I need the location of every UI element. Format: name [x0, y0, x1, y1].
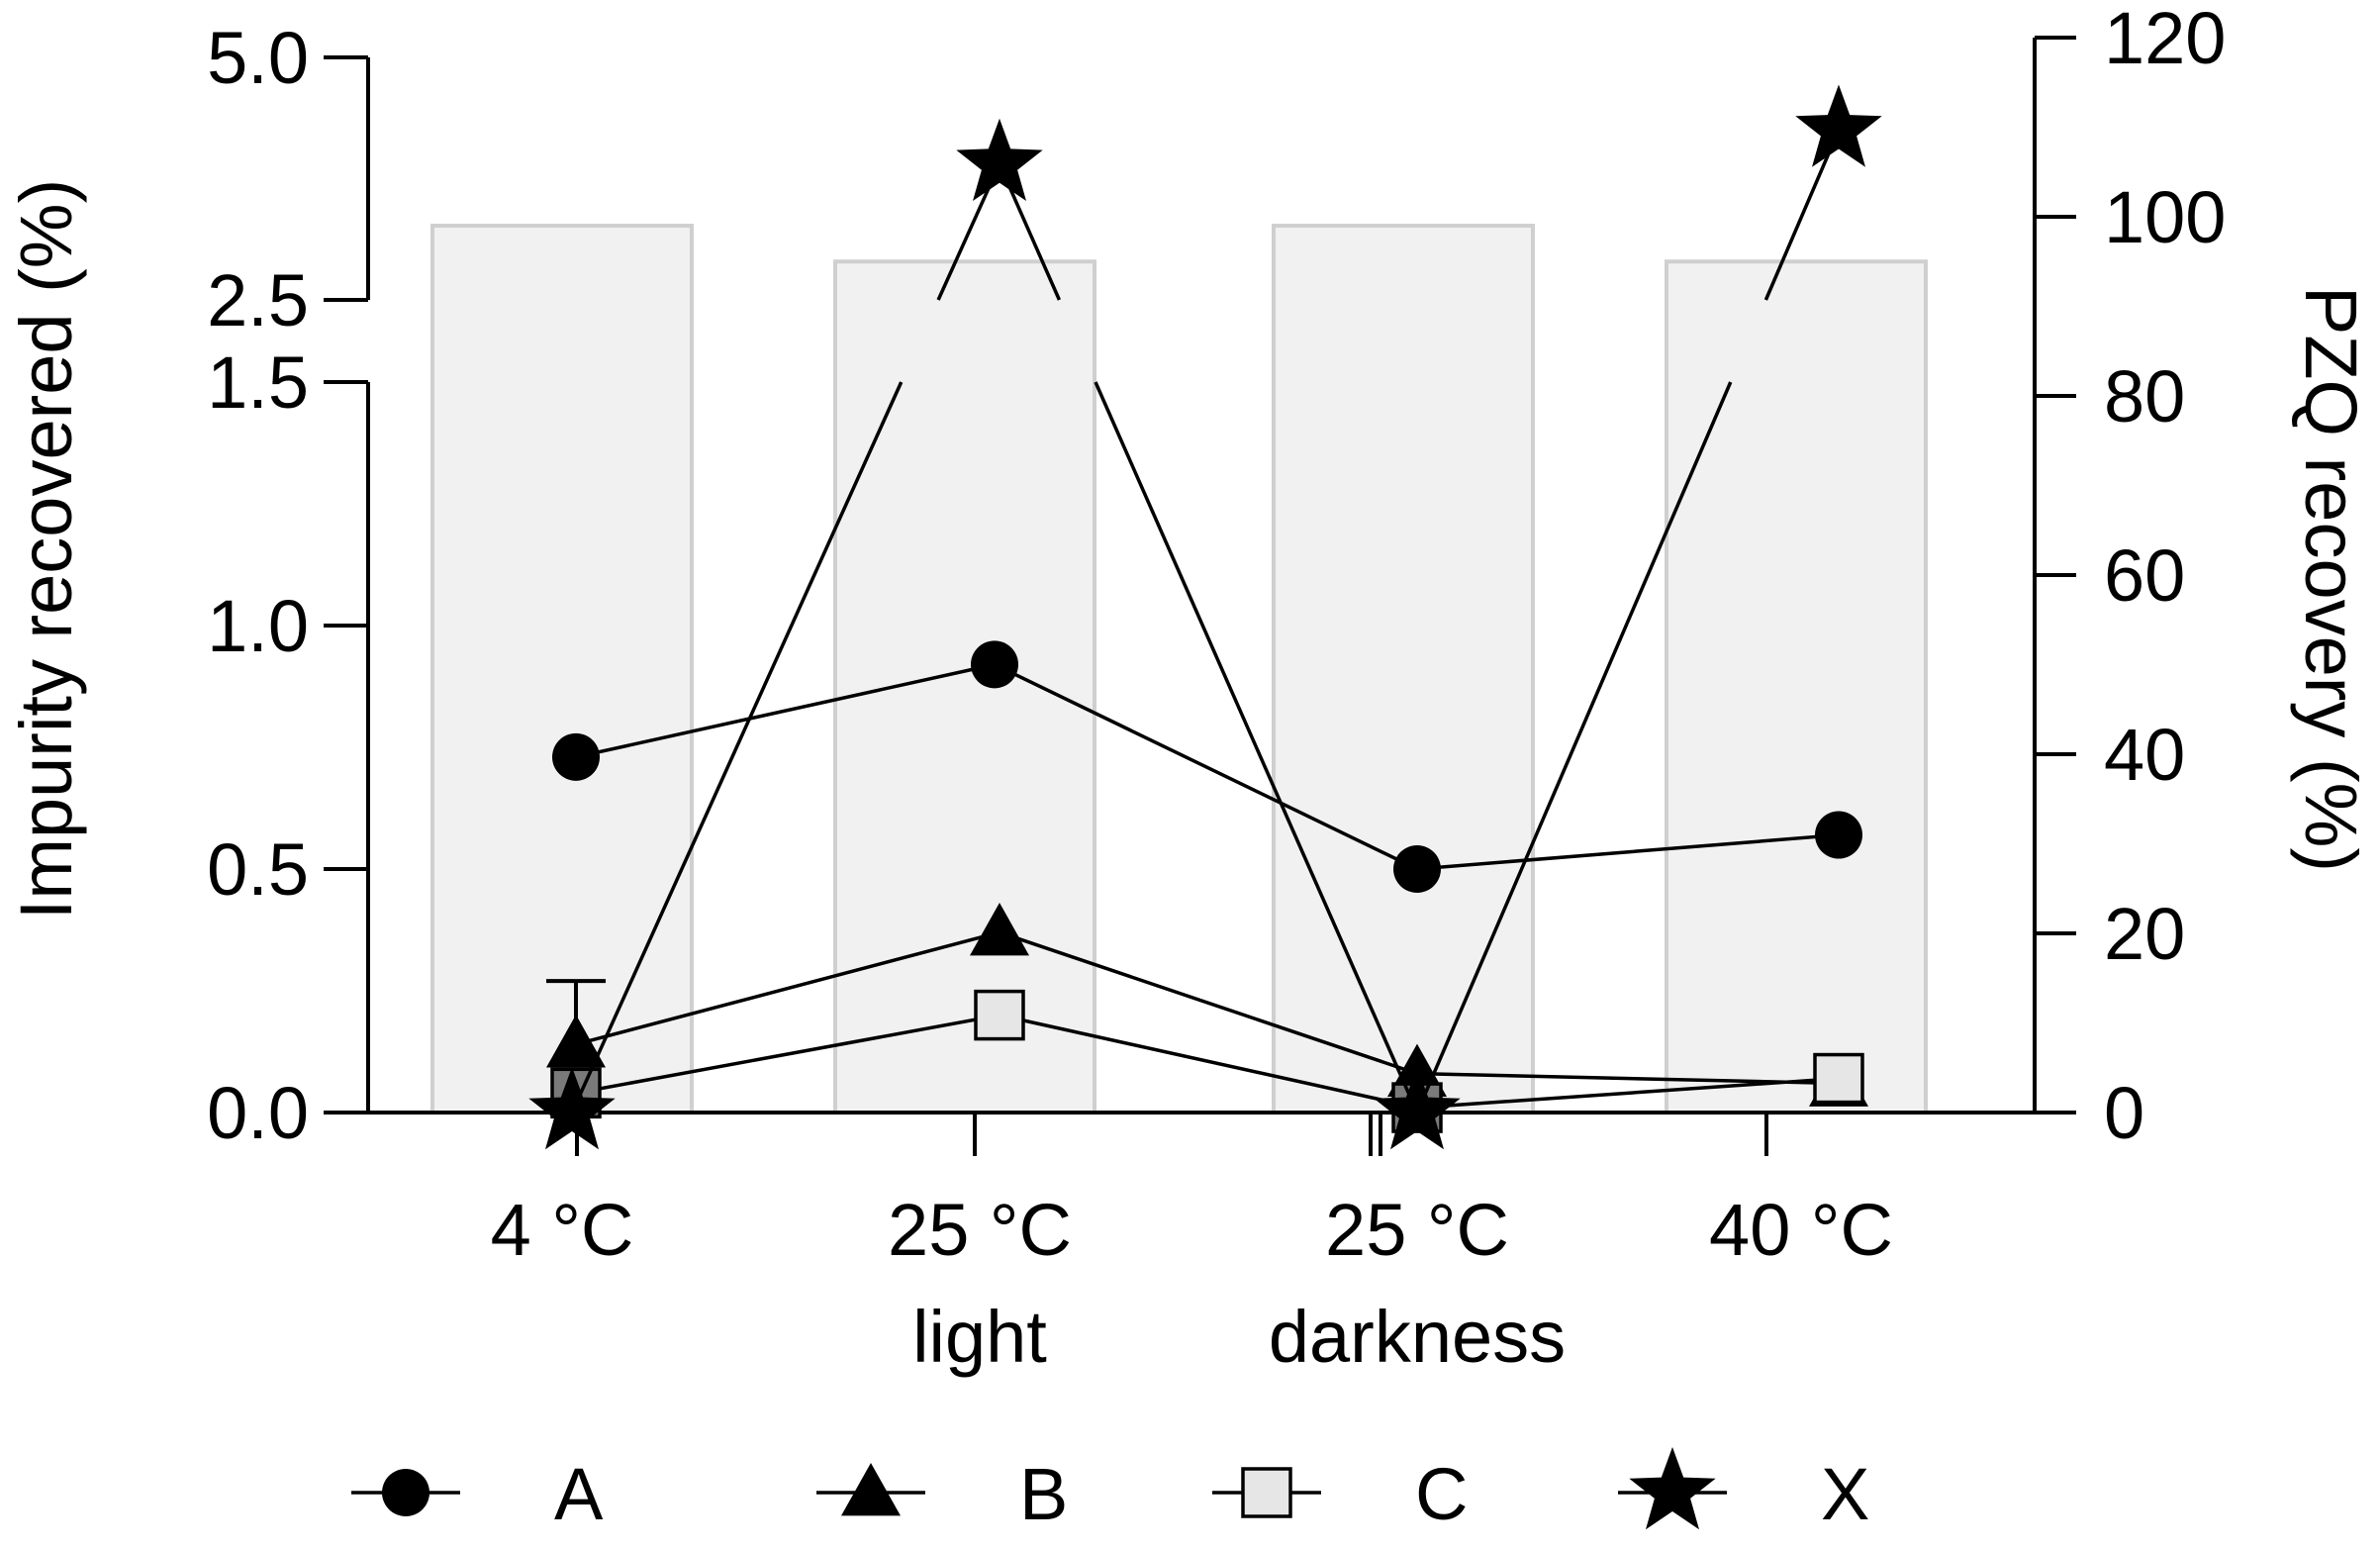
legend-label-X: X — [1821, 1453, 1869, 1535]
category-label-3: 25 °C — [1325, 1189, 1509, 1271]
series-X-point-2 — [956, 118, 1043, 201]
series-X-segment — [1094, 381, 1419, 1114]
right-tick-label: 120 — [2104, 0, 2226, 79]
series-X-segment — [1415, 381, 1733, 1114]
legend-item-A: A — [351, 1453, 604, 1535]
right-tick-label: 0 — [2104, 1072, 2144, 1154]
right-tick-label: 60 — [2104, 534, 2185, 617]
legend-marker-X — [1629, 1447, 1716, 1530]
left-tick-label: 5.0 — [207, 17, 309, 99]
legend-marker-A — [382, 1469, 429, 1516]
series-C-line — [575, 1013, 1840, 1110]
series-A — [552, 640, 1862, 893]
left-tick-label: 0.0 — [207, 1072, 309, 1154]
series-B-line — [575, 930, 1840, 1086]
legend-label-B: B — [1019, 1453, 1068, 1535]
category-sublabel-3: darkness — [1269, 1296, 1566, 1378]
series-X — [528, 84, 1882, 1150]
series-C-point-4 — [1813, 1052, 1864, 1105]
right-axis-title: PZQ recovery (%) — [2290, 286, 2372, 872]
series-A-point-4 — [1815, 811, 1862, 859]
series-B-point-1 — [546, 1015, 606, 1068]
axes-layer: 0.0 0.5 1.0 1.52.5 5.0 0 20 40 60 80 100 120 — [207, 0, 2226, 1156]
legend-marker-C — [1241, 1467, 1292, 1518]
legend-label-A: A — [554, 1453, 604, 1535]
legend-item-X: X — [1618, 1447, 1869, 1535]
series-B-point-2 — [970, 902, 1029, 956]
series-A-line — [575, 662, 1840, 871]
category-label-2: 25 °C — [888, 1189, 1072, 1271]
series-X-segment — [570, 381, 904, 1114]
right-tick-label: 80 — [2104, 355, 2185, 437]
series-X-segment — [1763, 129, 1841, 301]
left-tick-label: 1.5 — [207, 341, 309, 424]
left-axis-title: Impurity recovered (%) — [5, 179, 87, 920]
series-A-point-3 — [1393, 845, 1441, 893]
category-label-4: 40 °C — [1709, 1189, 1893, 1271]
series-layer — [528, 84, 1882, 1150]
category-sublabel-2: light — [912, 1296, 1047, 1378]
right-tick-label: 100 — [2104, 176, 2226, 258]
left-tick-label: 0.5 — [207, 828, 309, 911]
right-tick-label: 20 — [2104, 893, 2185, 975]
category-label-1: 4 °C — [491, 1189, 634, 1271]
left-tick-label: 1.0 — [207, 585, 309, 667]
series-X-point-1 — [528, 1067, 616, 1150]
bar-1 — [430, 224, 694, 1115]
series-X-point-4 — [1795, 84, 1882, 167]
bar-4 — [1665, 259, 1928, 1115]
legend-item-B: B — [816, 1453, 1068, 1535]
legend-marker-B — [841, 1463, 901, 1516]
category-labels-layer: 4 °C 25 °C light 25 °C darkness 40 °C — [491, 1189, 1893, 1378]
left-tick-label: 2.5 — [207, 259, 309, 341]
legend-label-C: C — [1415, 1453, 1468, 1535]
series-A-point-2 — [971, 640, 1018, 689]
right-axis-ticks: 0 20 40 60 80 100 120 — [2035, 0, 2226, 1154]
legend-item-C: C — [1212, 1453, 1468, 1535]
bars-layer — [430, 224, 1928, 1115]
series-X-point-3 — [1374, 1067, 1461, 1150]
left-axis-ticks: 0.0 0.5 1.0 1.52.5 5.0 — [207, 17, 368, 1154]
series-C-point-2 — [974, 989, 1025, 1041]
bar-3 — [1272, 224, 1535, 1115]
right-tick-label: 40 — [2104, 714, 2185, 796]
series-A-point-1 — [552, 732, 600, 781]
bar-2 — [833, 259, 1096, 1115]
